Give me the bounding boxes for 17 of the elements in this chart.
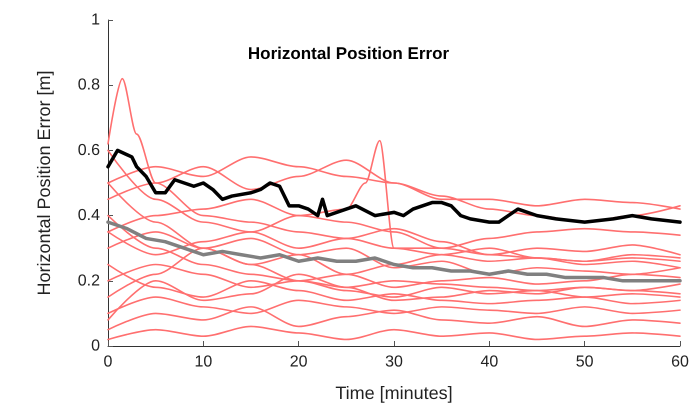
y-axis-title: Horizontal Position Error [m] [34, 70, 54, 296]
x-tick-label: 0 [104, 354, 113, 370]
y-tick-label: 0.6 [78, 142, 100, 159]
y-tick-label: 0 [91, 338, 100, 354]
y-tick-label: 0.2 [78, 272, 100, 290]
x-tick-label: 60 [671, 354, 689, 370]
x-tick-label: 20 [290, 354, 308, 370]
x-tick-label: 30 [385, 354, 403, 370]
y-tick-label: 0.4 [78, 207, 100, 224]
x-axis-title: Time [minutes] [335, 383, 453, 403]
x-tick-label: 40 [480, 354, 498, 370]
text: Horizontal Position Error [248, 44, 450, 63]
x-tick-label: 10 [194, 354, 212, 370]
x-tick-label: 50 [576, 354, 594, 370]
y-tick-label: 1 [91, 12, 100, 28]
line-series [107, 326, 681, 340]
y-tick-label: 0.8 [78, 76, 100, 94]
